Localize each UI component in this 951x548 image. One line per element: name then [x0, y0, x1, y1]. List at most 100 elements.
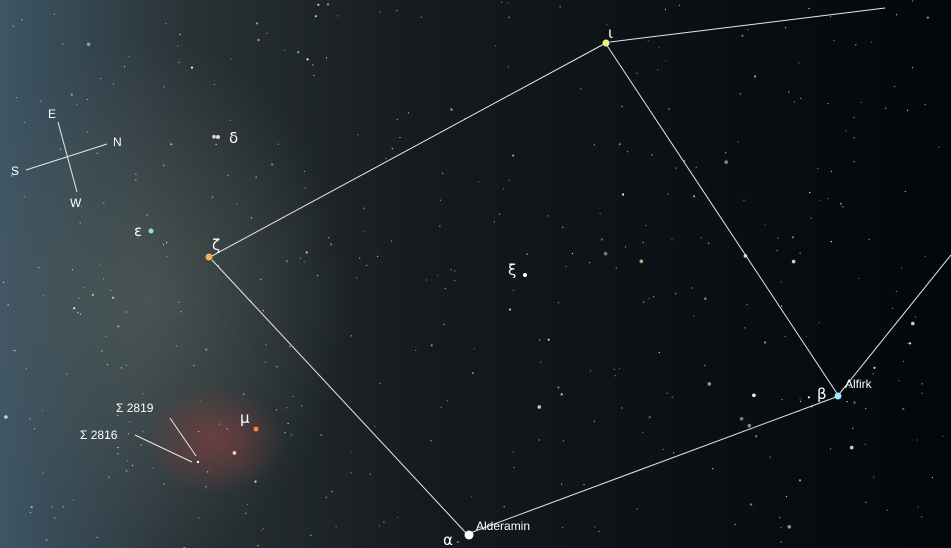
star [769, 456, 771, 458]
star [23, 196, 26, 198]
star [178, 61, 180, 63]
star [177, 45, 179, 47]
star [693, 315, 695, 317]
star [454, 280, 456, 282]
star [265, 344, 267, 346]
star [750, 503, 753, 506]
star [385, 157, 387, 159]
star [598, 530, 600, 533]
star [507, 66, 510, 68]
star [868, 238, 870, 240]
star [648, 416, 651, 419]
star [236, 203, 238, 205]
star [446, 400, 448, 402]
star [858, 277, 860, 280]
star [325, 57, 328, 59]
star [651, 154, 653, 156]
star [507, 2, 509, 4]
star [250, 217, 252, 219]
star [665, 60, 667, 62]
star [120, 367, 122, 369]
star [911, 67, 914, 69]
star [853, 401, 856, 404]
star [508, 179, 510, 181]
star [135, 173, 137, 175]
line [609, 7, 886, 43]
star [396, 118, 398, 121]
star [864, 443, 866, 445]
star [921, 383, 923, 385]
star [45, 539, 48, 542]
star [622, 193, 625, 196]
star [671, 239, 673, 241]
star [255, 22, 258, 25]
double-stars: Σ 2819 Σ 2816 [80, 401, 200, 464]
star [662, 448, 664, 450]
star [583, 484, 585, 486]
star [54, 517, 56, 519]
star [921, 516, 923, 518]
star [163, 483, 165, 485]
star [830, 448, 832, 450]
star [286, 407, 288, 409]
star [379, 382, 381, 384]
star [140, 444, 142, 446]
star [493, 221, 495, 223]
star [648, 297, 650, 299]
star [117, 414, 119, 416]
star [618, 143, 621, 146]
star [152, 467, 154, 469]
star [264, 361, 266, 363]
star [444, 288, 446, 290]
star [853, 161, 855, 163]
star [199, 400, 201, 402]
star [539, 339, 541, 341]
star [830, 241, 832, 243]
star [818, 322, 820, 324]
star [96, 536, 98, 539]
star [834, 392, 842, 400]
star [165, 22, 167, 25]
star [764, 341, 767, 344]
star [73, 499, 75, 501]
star [600, 238, 604, 241]
double-star-label: Σ 2816 [80, 428, 118, 442]
star [42, 295, 44, 297]
star [845, 130, 847, 132]
star [708, 242, 710, 244]
star [100, 77, 102, 80]
star [454, 270, 456, 272]
star [132, 464, 134, 467]
star [503, 506, 505, 508]
star-label: ι [608, 24, 613, 42]
star [262, 527, 264, 530]
star [865, 501, 867, 503]
star [942, 435, 944, 437]
star [12, 25, 14, 27]
star [798, 479, 802, 482]
star [580, 88, 582, 90]
star [260, 278, 262, 280]
star [39, 100, 41, 102]
star [439, 225, 441, 227]
star [261, 529, 263, 531]
star [198, 431, 200, 433]
star [15, 97, 18, 99]
star [793, 101, 796, 103]
star [106, 364, 109, 366]
star-name: Alderamin [476, 519, 530, 533]
compass-label: N [113, 135, 122, 149]
star [599, 212, 601, 215]
compass: E N S W [11, 107, 122, 210]
star [227, 175, 229, 177]
star [526, 253, 528, 255]
star [99, 264, 101, 266]
star [350, 472, 352, 474]
star [788, 91, 790, 93]
star [213, 83, 215, 86]
star [870, 41, 873, 43]
star [305, 251, 308, 254]
star [512, 451, 514, 453]
star [71, 269, 73, 271]
